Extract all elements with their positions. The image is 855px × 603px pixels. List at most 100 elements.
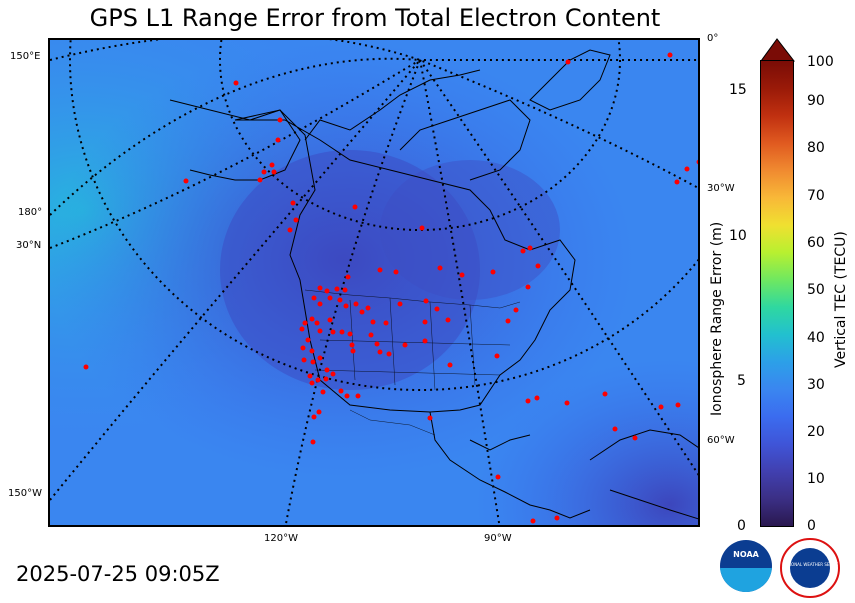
gps-station-marker <box>233 80 239 86</box>
gps-station-marker <box>324 367 330 373</box>
gps-station-marker <box>437 265 443 271</box>
gps-station-marker <box>302 320 308 326</box>
label-30n: 30°N <box>16 240 42 251</box>
gps-station-marker <box>355 393 361 399</box>
gps-station-marker <box>434 306 440 312</box>
gps-station-marker <box>422 338 428 344</box>
gps-station-marker <box>402 342 408 348</box>
gps-station-marker <box>495 474 501 480</box>
gps-station-marker <box>343 303 349 309</box>
gps-station-marker <box>347 331 353 337</box>
gps-station-marker <box>422 319 428 325</box>
gps-station-marker <box>520 248 526 254</box>
gps-station-marker <box>317 328 323 334</box>
gps-station-marker <box>667 52 673 58</box>
gps-station-marker <box>310 439 316 445</box>
gps-station-marker <box>353 301 359 307</box>
gps-station-marker <box>314 320 320 326</box>
gps-station-marker <box>299 326 305 332</box>
gps-station-marker <box>305 337 311 343</box>
gps-station-marker <box>307 373 313 379</box>
gps-station-marker <box>330 329 336 335</box>
gps-station-marker <box>316 409 322 415</box>
gps-station-marker <box>339 329 345 335</box>
timestamp: 2025-07-25 09:05Z <box>16 562 220 586</box>
gps-station-marker <box>427 415 433 421</box>
gps-station-marker <box>345 274 351 280</box>
gps-station-marker <box>370 319 376 325</box>
gps-station-marker <box>513 307 519 313</box>
gps-station-marker <box>323 376 329 382</box>
gps-station-marker <box>342 287 348 293</box>
colorbar-extend-arrow <box>760 38 796 62</box>
gps-station-marker <box>293 217 299 223</box>
gps-station-marker <box>320 389 326 395</box>
colorbar-left-label: Ionosphere Range Error (m) <box>709 221 725 416</box>
gps-station-marker <box>309 348 315 354</box>
gps-station-marker <box>386 351 392 357</box>
gps-station-marker <box>505 318 511 324</box>
gps-station-marker <box>423 298 429 304</box>
gps-station-marker <box>275 137 281 143</box>
gps-station-marker <box>535 263 541 269</box>
gps-station-marker <box>374 341 380 347</box>
gps-station-marker <box>447 362 453 368</box>
gps-station-marker <box>632 435 638 441</box>
gps-station-marker <box>565 59 571 65</box>
label-30w: 30°W <box>707 183 735 194</box>
gps-station-marker <box>490 269 496 275</box>
noaa-logo: NOAA <box>720 540 772 592</box>
gps-station-marker <box>393 269 399 275</box>
gps-station-marker <box>330 371 336 377</box>
gps-station-marker <box>261 169 267 175</box>
gps-station-marker <box>287 227 293 233</box>
nws-text: NATIONAL WEATHER SERVICE <box>782 562 838 567</box>
right-tick: 100 <box>807 54 834 70</box>
gps-station-marker <box>317 355 323 361</box>
right-tick: 50 <box>807 282 825 298</box>
gps-station-marker <box>257 177 263 183</box>
gps-station-marker <box>344 393 350 399</box>
gps-station-marker <box>459 272 465 278</box>
gps-station-marker <box>419 225 425 231</box>
gps-station-marker <box>377 349 383 355</box>
gps-station-marker <box>359 309 365 315</box>
gps-station-marker <box>83 364 89 370</box>
map-title: GPS L1 Range Error from Total Electron C… <box>89 4 661 32</box>
graticule <box>50 40 698 525</box>
right-tick: 10 <box>807 471 825 487</box>
gps-station-marker <box>271 169 277 175</box>
borders <box>304 289 521 436</box>
gps-station-marker <box>277 117 283 123</box>
gps-station-marker <box>684 166 690 172</box>
gps-station-marker <box>530 518 536 524</box>
right-tick: 80 <box>807 140 825 156</box>
label-90w: 90°W <box>484 533 512 544</box>
gps-station-marker <box>301 357 307 363</box>
left-tick: 10 <box>729 228 747 244</box>
gps-station-marker <box>300 345 306 351</box>
colorbar-right-label: Vertical TEC (TECU) <box>833 231 849 368</box>
gps-station-marker <box>494 353 500 359</box>
label-150w: 150°W <box>8 488 42 499</box>
gps-station-marker <box>338 388 344 394</box>
gps-station-marker <box>352 204 358 210</box>
gps-station-marker <box>696 159 698 165</box>
gps-station-marker <box>309 380 315 386</box>
gps-station-marker <box>564 400 570 406</box>
gps-station-marker <box>612 426 618 432</box>
gps-station-marker <box>534 395 540 401</box>
coastlines <box>169 49 698 520</box>
gps-station-marker <box>674 179 680 185</box>
gps-station-marker <box>337 297 343 303</box>
label-180: 180° <box>18 207 43 218</box>
station-layer <box>83 52 698 524</box>
gps-station-marker <box>311 414 317 420</box>
gps-station-marker <box>309 316 315 322</box>
gps-station-marker <box>527 245 533 251</box>
right-tick: 60 <box>807 235 825 251</box>
gps-station-marker <box>334 286 340 292</box>
gps-station-marker <box>368 332 374 338</box>
nws-logo: NATIONAL WEATHER SERVICE <box>780 538 840 598</box>
right-tick: 40 <box>807 330 825 346</box>
